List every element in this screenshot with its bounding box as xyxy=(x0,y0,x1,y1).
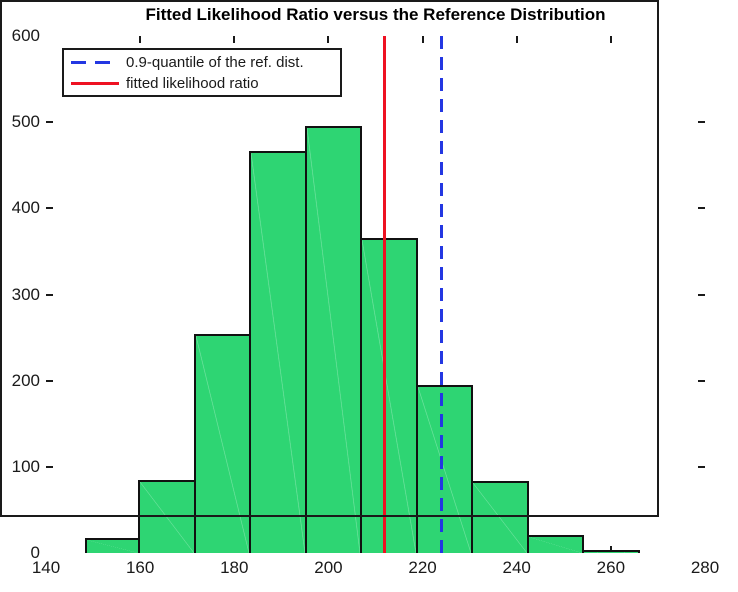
x-tick-mark-top xyxy=(515,36,518,43)
x-tick-label: 160 xyxy=(125,558,155,577)
histogram-bar xyxy=(84,538,141,553)
quantile-line xyxy=(440,36,444,553)
histogram-bar xyxy=(360,237,418,553)
x-tick-mark-top xyxy=(233,36,236,43)
y-tick-mark-left xyxy=(46,465,53,468)
y-tick-mark-right xyxy=(698,465,705,468)
x-tick-label: 260 xyxy=(596,558,626,577)
histogram-bar xyxy=(193,334,252,553)
legend-item-label: 0.9-quantile of the ref. dist. xyxy=(126,53,304,71)
x-tick-label: 140 xyxy=(31,558,61,577)
x-tick-label: 240 xyxy=(502,558,531,577)
y-tick-label: 100 xyxy=(11,456,40,476)
y-tick-mark-left xyxy=(46,207,53,210)
legend-solid-line-sample xyxy=(71,81,119,85)
y-tick-mark-right xyxy=(698,379,705,382)
y-tick-label: 600 xyxy=(11,26,40,45)
y-tick-mark-left xyxy=(46,121,53,124)
y-tick-mark-right xyxy=(698,207,705,210)
y-tick-label: 400 xyxy=(11,198,40,218)
x-tick-mark-top xyxy=(421,36,424,43)
histogram-bar xyxy=(304,126,363,553)
x-tick-mark-top xyxy=(327,36,330,43)
histogram-bar xyxy=(582,550,641,553)
legend: 0.9-quantile of the ref. dist. fitted lik… xyxy=(62,48,342,97)
x-tick-mark-top xyxy=(609,36,612,43)
y-tick-mark-right xyxy=(698,121,705,124)
legend-item: 0.9-quantile of the ref. dist. xyxy=(64,52,340,73)
y-tick-label: 200 xyxy=(11,370,40,390)
y-tick-label: 300 xyxy=(11,284,40,304)
x-tick-mark-top xyxy=(139,36,142,43)
histogram-bar xyxy=(415,384,474,553)
chart-title: Fitted Likelihood Ratio versus the Refer… xyxy=(145,5,606,24)
y-tick-mark-left xyxy=(46,379,53,382)
y-tick-mark-right xyxy=(698,293,705,296)
fitted-ratio-line xyxy=(383,36,387,553)
histogram-bar xyxy=(526,534,585,553)
x-tick-label: 280 xyxy=(690,558,720,577)
legend-dashed-line-sample xyxy=(71,60,119,64)
y-tick-mark-left xyxy=(46,293,53,296)
x-tick-label: 180 xyxy=(220,558,249,577)
y-tick-label: 500 xyxy=(11,112,40,132)
x-tick-label: 200 xyxy=(314,558,343,577)
histogram-bar xyxy=(249,150,307,553)
y-tick-label: 0 xyxy=(30,543,40,562)
x-tick-mark-bottom xyxy=(609,546,612,553)
histogram-bar xyxy=(471,481,529,553)
x-tick-label: 220 xyxy=(408,558,437,577)
plot-area xyxy=(46,36,705,553)
histogram-bar xyxy=(138,479,196,553)
legend-item: fitted likelihood ratio xyxy=(64,73,340,94)
legend-item-label: fitted likelihood ratio xyxy=(126,74,259,92)
